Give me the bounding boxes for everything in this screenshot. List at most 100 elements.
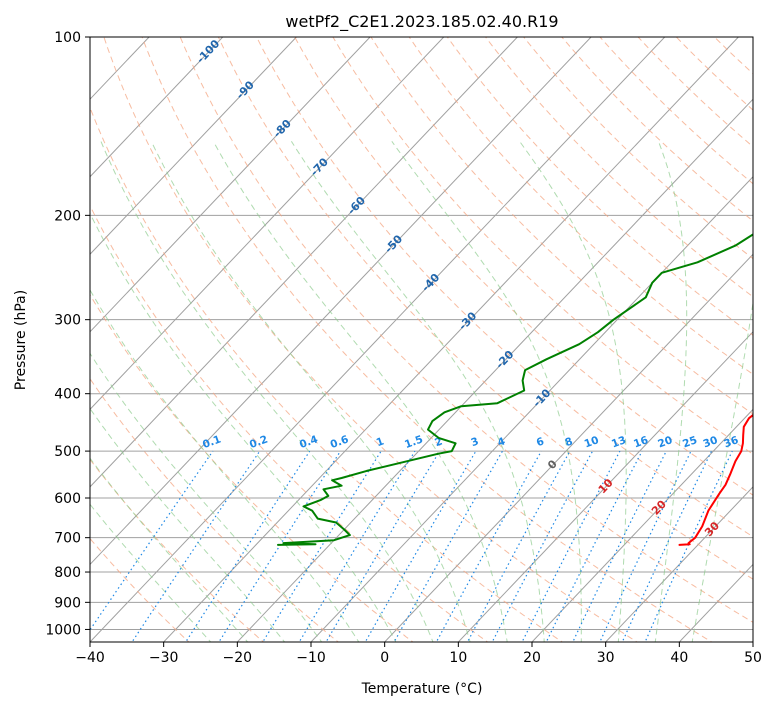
dewpoint-profile-line	[277, 233, 753, 546]
moist-adiabat	[212, 141, 508, 642]
chart-title: wetPf2_C2E1.2023.185.02.40.R19	[285, 12, 558, 32]
x-tick-label: 30	[597, 650, 615, 666]
x-tick-label: 10	[449, 650, 467, 666]
x-tick-label: 0	[380, 650, 389, 666]
moist-adiabat	[90, 407, 286, 642]
isotherm-line	[90, 37, 666, 642]
x-tick-label: −20	[223, 650, 253, 666]
mixing-ratio-label: 36	[722, 434, 740, 450]
mixing-ratio-line	[521, 450, 621, 642]
moist-adiabat	[90, 289, 360, 642]
mixing-ratio-label: 4	[496, 435, 507, 449]
mixing-ratio-label: 0.6	[329, 433, 351, 451]
moist-adiabat	[150, 141, 471, 642]
isotherm-line	[384, 253, 753, 642]
dry-adiabat	[90, 204, 489, 642]
moist-adiabat	[90, 352, 323, 642]
dry-adiabat	[256, 37, 753, 538]
isotherm-line	[90, 37, 371, 333]
x-tick-label: 50	[744, 650, 762, 666]
dry-adiabat	[752, 37, 753, 39]
mixing-ratio-line	[644, 450, 733, 642]
isotherm-line	[90, 37, 224, 178]
y-tick-label: 200	[54, 208, 81, 224]
dry-adiabat	[141, 37, 713, 642]
x-tick-label: −30	[149, 650, 179, 666]
dry-adiabat	[90, 458, 265, 642]
mixing-ratio-label: 20	[656, 434, 674, 450]
moist-adiabat	[90, 503, 212, 642]
y-tick-label: 1000	[45, 622, 81, 638]
isotherm-line	[457, 331, 753, 642]
isotherm-line	[163, 37, 739, 642]
x-tick-label: 40	[670, 650, 688, 666]
dry-adiabat	[179, 37, 753, 623]
dry-adiabat	[332, 37, 753, 455]
dry-adiabat	[103, 37, 638, 642]
y-tick-label: 100	[54, 30, 81, 46]
mixing-ratio-label: 16	[632, 434, 650, 450]
mixing-ratio-line	[364, 450, 477, 642]
y-tick-label: 700	[54, 531, 81, 547]
mixing-ratio-line	[262, 450, 382, 642]
mixing-ratio-label: 3	[469, 435, 480, 449]
mixing-ratio-label: 30	[702, 434, 720, 450]
isotherm-line	[90, 37, 445, 411]
mixing-ratio-line	[393, 450, 504, 642]
mixing-ratio-line	[621, 450, 713, 642]
x-tick-label: −10	[296, 650, 326, 666]
mixing-ratio-line	[90, 450, 214, 631]
mixing-ratio-label: 25	[681, 434, 699, 450]
mixing-ratio-label: 10	[583, 434, 601, 450]
dry-adiabat	[294, 37, 753, 496]
isotherm-line	[531, 408, 753, 642]
mixing-ratio-label: 0.2	[248, 433, 270, 451]
dry-adiabat	[217, 37, 753, 580]
mixing-ratio-label: 1.5	[403, 433, 425, 451]
mixing-ratio-line	[599, 450, 692, 642]
mixing-ratio-label: 6	[535, 435, 546, 449]
dry-adiabat	[485, 37, 753, 298]
dry-adiabat	[90, 106, 564, 642]
isotherm-line	[752, 641, 753, 642]
dry-adiabat	[90, 537, 190, 642]
isotherm-label: 40	[755, 540, 775, 560]
y-tick-label: 400	[54, 387, 81, 403]
y-tick-label: 600	[54, 491, 81, 507]
y-tick-label: 500	[54, 444, 81, 460]
y-tick-label: 300	[54, 313, 81, 329]
mixing-ratio-label: 0.1	[201, 433, 223, 451]
x-tick-label: 20	[523, 650, 541, 666]
x-axis-label: Temperature (°C)	[361, 681, 483, 697]
moist-adiabat	[691, 299, 753, 642]
mixing-ratio-line	[218, 450, 342, 642]
mixing-ratio-label: 8	[563, 435, 574, 449]
y-tick-label: 900	[54, 595, 81, 611]
mixing-ratio-label: 0.4	[298, 433, 320, 451]
plot-background	[90, 37, 753, 642]
moist-adiabat	[391, 141, 582, 642]
plot-frame	[89, 36, 754, 643]
isotherm-line	[90, 37, 297, 256]
isotherm-line	[605, 486, 753, 642]
mixing-ratio-label: 13	[610, 434, 628, 450]
mixing-ratio-line	[185, 450, 311, 642]
moist-adiabat	[90, 212, 397, 642]
y-axis-label: Pressure (hPa)	[13, 290, 29, 390]
mixing-ratio-line	[131, 450, 261, 642]
mixing-ratio-line	[545, 450, 643, 642]
mixing-ratio-line	[298, 450, 416, 642]
isotherm-line	[90, 37, 518, 488]
temperature-profile-line	[678, 413, 753, 546]
moist-adiabat	[100, 141, 434, 642]
mixing-ratio-label: 2	[433, 435, 444, 449]
mixing-ratio-label: 1	[375, 435, 386, 449]
isotherm-line	[0, 37, 75, 642]
moist-adiabat	[290, 141, 545, 642]
moist-adiabat	[654, 141, 688, 642]
isotherm-line	[90, 37, 592, 566]
y-tick-label: 800	[54, 565, 81, 581]
x-tick-label: −40	[75, 650, 105, 666]
dry-adiabat	[90, 293, 414, 642]
